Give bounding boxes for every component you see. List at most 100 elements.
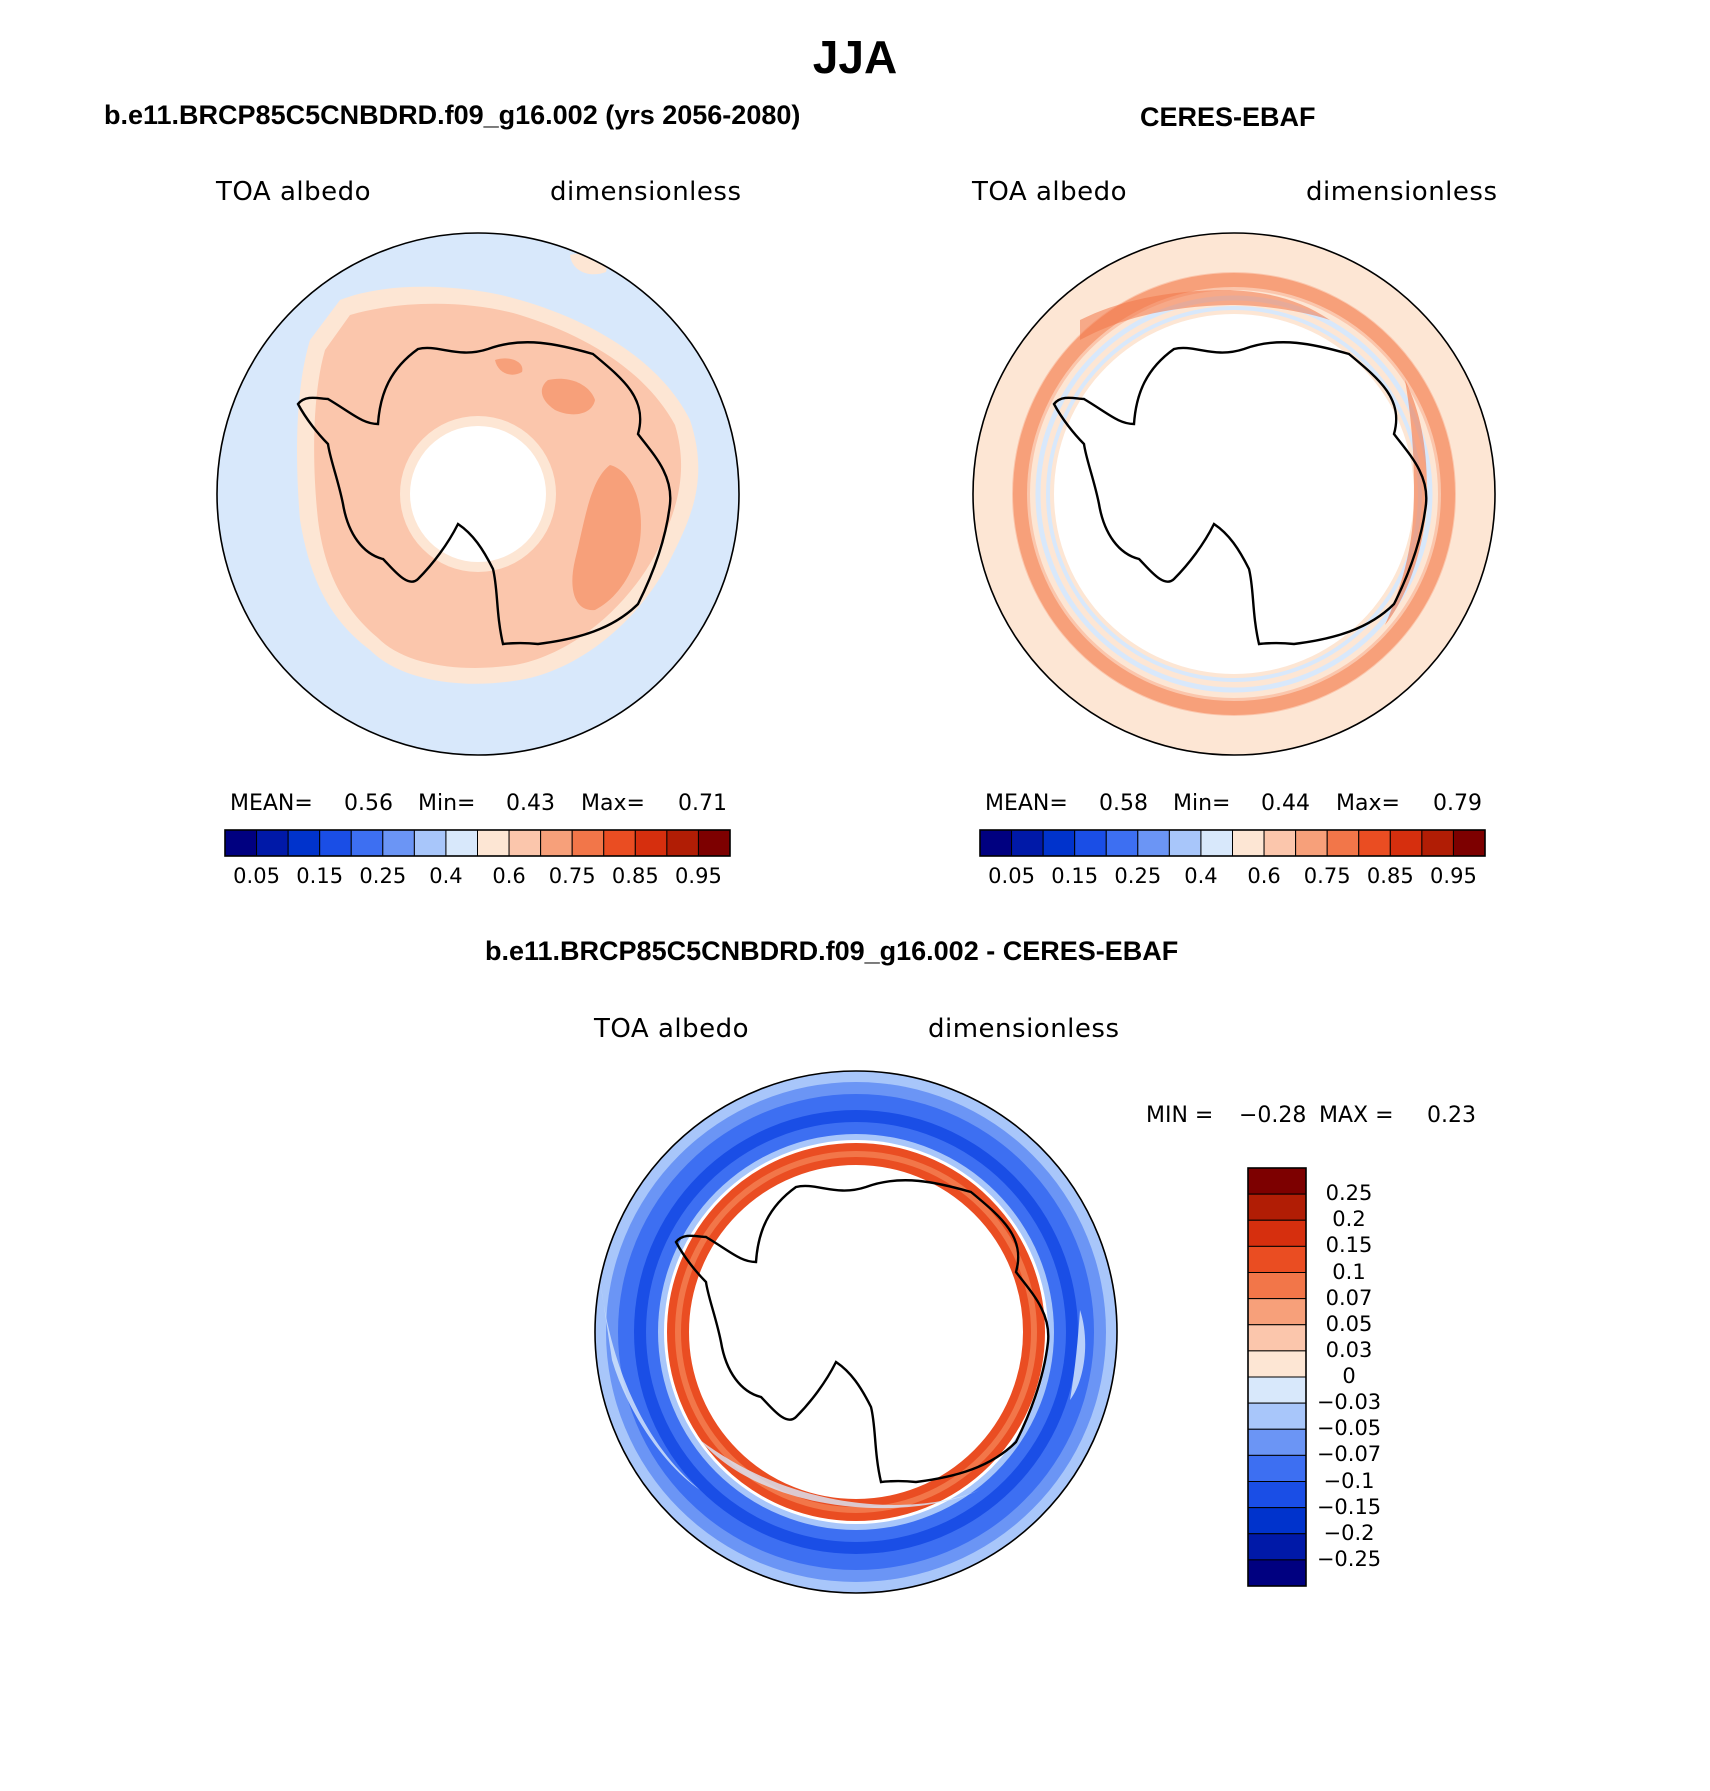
panel-obs-map-border xyxy=(972,232,1496,756)
panel-diff-colorbar-box xyxy=(1247,1481,1307,1509)
panel-model-colorbar-box xyxy=(697,829,731,857)
panel-obs-units-label: dimensionless xyxy=(1306,177,1498,207)
panel-model-colorbar xyxy=(224,829,731,857)
panel-model-variable-label: TOA albedo xyxy=(216,177,372,207)
panel-obs-colorbar-box xyxy=(1011,829,1044,857)
panel-diff-max-label: MAX = xyxy=(1319,1103,1394,1128)
panel-diff-colorbar-box xyxy=(1247,1219,1307,1247)
panel-model-colorbar-box xyxy=(634,829,668,857)
panel-model-max-label: Max= xyxy=(581,791,645,816)
panel-obs-colorbar-box xyxy=(979,829,1013,857)
panel-obs-variable-label: TOA albedo xyxy=(972,177,1128,207)
panel-model-colorbar-box xyxy=(508,829,542,857)
panel-model-map xyxy=(217,233,739,755)
panel-obs-colorbar-box xyxy=(1168,829,1202,857)
panel-obs-colorbar-tick-label: 0.05 xyxy=(988,864,1035,888)
panel-diff-colorbar-tick-label: −0.1 xyxy=(1323,1468,1375,1493)
panel-model-min-value: 0.43 xyxy=(506,791,555,816)
panel-obs-title: CERES-EBAF xyxy=(1140,102,1316,132)
panel-diff-colorbar-box xyxy=(1247,1428,1307,1456)
panel-obs-min-label: Min= xyxy=(1173,791,1231,816)
panel-obs-colorbar-box xyxy=(1074,829,1107,857)
panel-model-mean-value: 0.56 xyxy=(344,791,393,816)
panel-obs-colorbar-box xyxy=(1042,829,1076,857)
panel-obs-colorbar-box xyxy=(1263,829,1297,857)
panel-model-colorbar-box xyxy=(224,829,258,857)
panel-model-colorbar-tick-label: 0.15 xyxy=(296,864,344,888)
panel-model-colorbar-box xyxy=(666,829,699,857)
panel-model-title: b.e11.BRCP85C5CNBDRD.f09_g16.002 (yrs 20… xyxy=(104,100,801,130)
panel-diff-colorbar-box xyxy=(1247,1193,1307,1221)
panel-diff-colorbar-tick-label: 0.05 xyxy=(1325,1311,1373,1336)
panel-obs-colorbar-tick-label: 0.85 xyxy=(1366,864,1414,888)
panel-diff-colorbar-box xyxy=(1247,1272,1307,1300)
panel-diff-min-label: MIN = xyxy=(1146,1103,1214,1128)
panel-model-colorbar-tick-label: 0.25 xyxy=(359,864,407,888)
panel-diff-colorbar-tick-label: −0.25 xyxy=(1316,1546,1382,1571)
panel-model-colorbar-tick-label: 0.95 xyxy=(675,864,722,888)
panel-diff-colorbar-tick-label: −0.2 xyxy=(1323,1520,1375,1545)
panel-obs-colorbar-tick-label: 0.4 xyxy=(1184,864,1218,888)
panel-obs-colorbar-box xyxy=(1358,829,1391,857)
panel-diff-min-value: −0.28 xyxy=(1239,1103,1307,1128)
panel-obs-colorbar-box xyxy=(1232,829,1265,857)
panel-diff-max-value: 0.23 xyxy=(1427,1103,1476,1128)
panel-diff-map xyxy=(595,1071,1117,1593)
panel-obs-colorbar-frame xyxy=(979,829,1486,857)
panel-diff-colorbar-tick-label: −0.07 xyxy=(1316,1442,1382,1467)
panel-diff-title: b.e11.BRCP85C5CNBDRD.f09_g16.002 - CERES… xyxy=(485,936,1179,966)
panel-diff-colorbar-tick-label: 0.1 xyxy=(1332,1259,1366,1284)
panel-diff-colorbar-box xyxy=(1247,1507,1307,1535)
panel-model-colorbar-box xyxy=(413,829,447,857)
panel-diff-colorbar-box xyxy=(1247,1298,1307,1326)
panel-obs-colorbar xyxy=(979,829,1486,857)
panel-obs-colorbar-box xyxy=(1295,829,1328,857)
panel-diff-colorbar-tick-label: −0.05 xyxy=(1316,1416,1382,1441)
panel-diff-colorbar-tick-label: −0.03 xyxy=(1316,1390,1382,1415)
panel-obs-colorbar-tick-label: 0.75 xyxy=(1303,864,1351,888)
panel-model-colorbar-box xyxy=(287,829,321,857)
figure-title: JJA xyxy=(812,31,898,83)
panel-diff-colorbar-frame xyxy=(1247,1167,1307,1587)
panel-diff-colorbar-box xyxy=(1247,1350,1307,1378)
panel-model-colorbar-box xyxy=(350,829,384,857)
panel-model-colorbar-box xyxy=(256,829,289,857)
panel-obs-colorbar-box xyxy=(1105,829,1139,857)
panel-model-colorbar-frame xyxy=(224,829,731,857)
panel-model-colorbar-box xyxy=(445,829,478,857)
panel-obs-map xyxy=(973,233,1495,755)
panel-model-colorbar-tick-label: 0.05 xyxy=(233,864,280,888)
panel-diff-colorbar-tick-label: 0.25 xyxy=(1325,1181,1373,1206)
panel-obs-mean-value: 0.58 xyxy=(1099,791,1148,816)
panel-diff-colorbar-box xyxy=(1247,1559,1307,1587)
panel-model-colorbar-box xyxy=(603,829,636,857)
panel-obs-colorbar-tick-label: 0.6 xyxy=(1247,864,1281,888)
panel-model-colorbar-box xyxy=(477,829,510,857)
panel-model-colorbar-tick-label: 0.4 xyxy=(429,864,463,888)
panel-model-max-value: 0.71 xyxy=(678,791,727,816)
panel-model-colorbar-box xyxy=(540,829,573,857)
panel-obs-colorbar-tick-label: 0.95 xyxy=(1430,864,1477,888)
panel-diff-colorbar-box xyxy=(1247,1167,1307,1195)
panel-diff-colorbar-tick-label: −0.15 xyxy=(1316,1494,1382,1519)
panel-diff-map-border xyxy=(594,1070,1118,1594)
panel-obs-colorbar-box xyxy=(1421,829,1454,857)
panel-model-colorbar-box xyxy=(571,829,605,857)
panel-diff-variable-label: TOA albedo xyxy=(594,1014,750,1044)
panel-diff-colorbar-tick-label: 0 xyxy=(1342,1364,1356,1388)
panel-model-colorbar-box xyxy=(319,829,352,857)
panel-model-colorbar-tick-label: 0.75 xyxy=(548,864,596,888)
panel-diff-colorbar-tick-label: 0.03 xyxy=(1325,1337,1373,1362)
panel-diff-colorbar-box xyxy=(1247,1324,1307,1352)
panel-obs-colorbar-box xyxy=(1200,829,1233,857)
panel-obs-colorbar-tick-label: 0.15 xyxy=(1051,864,1099,888)
panel-model-map-border xyxy=(216,232,740,756)
panel-model-colorbar-tick-label: 0.85 xyxy=(611,864,659,888)
panel-diff-colorbar-box xyxy=(1247,1454,1307,1482)
panel-diff-colorbar-tick-label: 0.07 xyxy=(1325,1285,1373,1310)
panel-diff-colorbar-tick-label: 0.2 xyxy=(1332,1207,1366,1232)
panel-model-min-label: Min= xyxy=(418,791,476,816)
panel-model-colorbar-tick-label: 0.6 xyxy=(492,864,526,888)
panel-obs-colorbar-box xyxy=(1452,829,1486,857)
